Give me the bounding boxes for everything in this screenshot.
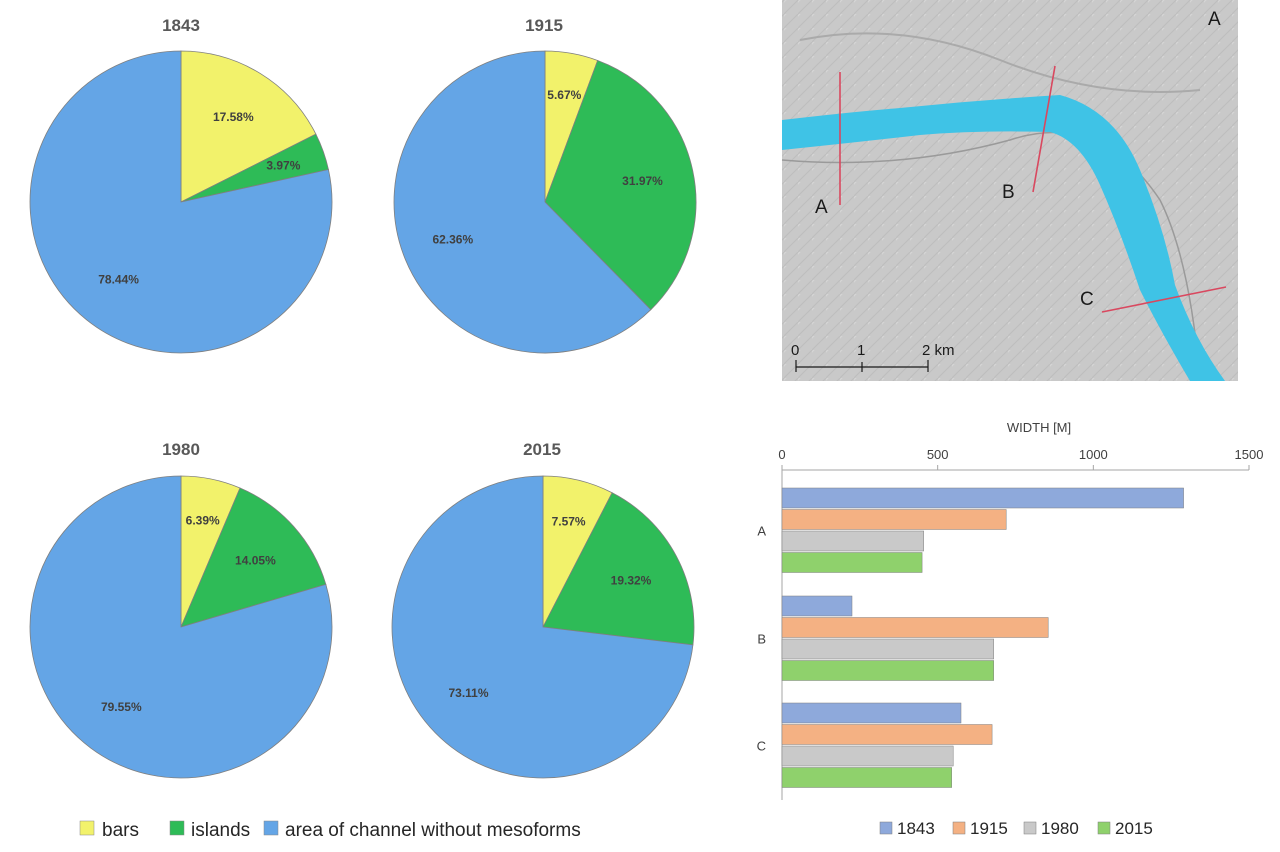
pie-label-1843-channel: 78.44%: [98, 273, 139, 287]
pie-label-1980-bars: 6.39%: [186, 514, 220, 528]
bar-B-1915: [781, 617, 1049, 638]
pie-label-1980-channel: 79.55%: [101, 700, 142, 714]
north-arrow: A: [1208, 9, 1221, 30]
pie-slice-2015-islands: [542, 492, 695, 646]
river-map: A B C A 0 1 2 km: [781, 0, 1238, 382]
bar-C-1980: [781, 745, 954, 767]
section-label-b: B: [1002, 182, 1015, 203]
x-tick-label: 1500: [1235, 447, 1264, 462]
pie-slice-1980-islands: [180, 487, 327, 628]
pie-slice-1915-channel: [393, 50, 652, 354]
legend-label-bars: bars: [102, 820, 139, 841]
bar-legend-label-1843: 1843: [897, 819, 935, 838]
bar-legend-label-2015: 2015: [1115, 819, 1153, 838]
pie-label-2015-bars: 7.57%: [552, 514, 586, 528]
bar-C-2015: [781, 767, 952, 788]
bar-legend-label-1915: 1915: [970, 819, 1008, 838]
bar-A-1915: [781, 509, 1007, 530]
legend-swatch-channel: [263, 820, 279, 836]
legend-swatch-islands: [169, 820, 185, 836]
bar-legend-swatch-1980: [1023, 821, 1037, 835]
bar-legend-swatch-2015: [1097, 821, 1111, 835]
section-line-b: [1032, 65, 1056, 193]
legend-swatch-bars: [79, 820, 95, 836]
x-tick-label: 1000: [1079, 447, 1108, 462]
bar-chart-title: WIDTH [M]: [1007, 420, 1071, 435]
pie-slice-2015-channel: [391, 475, 694, 779]
bar-legend-swatch-1915: [952, 821, 966, 835]
y-category-label: B: [757, 631, 766, 646]
pie-label-1915-islands: 31.97%: [622, 174, 663, 188]
width-bar-chart: WIDTH [M] 0 500 1000 1500 A B C 1843 1915 1980 201…: [757, 420, 1264, 838]
pie-chart-1980: 1980 6.39% 14.05% 79.55%: [29, 440, 333, 779]
pie-chart-1843: 1843 17.58% 3.97% 78.44%: [29, 16, 333, 354]
pie-title-1980: 1980: [162, 440, 200, 459]
map-ridge-line: [799, 32, 1201, 93]
pie-chart-2015: 2015 7.57% 19.32% 73.11%: [391, 440, 695, 779]
pie-label-1843-bars: 17.58%: [213, 110, 254, 124]
legend-label-channel: area of channel without mesoforms: [285, 820, 581, 841]
section-label-a: A: [815, 197, 828, 218]
pie-label-1915-channel: 62.36%: [432, 233, 473, 247]
pie-legend: bars islands area of channel without mes…: [79, 820, 581, 841]
pie-title-1915: 1915: [525, 16, 563, 35]
y-category-label: A: [757, 523, 766, 538]
pie-label-2015-channel: 73.11%: [448, 686, 488, 700]
x-tick-label: 0: [778, 447, 785, 462]
pie-label-1915-bars: 5.67%: [547, 88, 581, 102]
pie-title-1843: 1843: [162, 16, 200, 35]
bar-A-1980: [781, 530, 924, 552]
bar-A-1843: [781, 487, 1184, 509]
pie-label-1843-islands: 3.97%: [266, 159, 300, 173]
scale-label-1: 1: [857, 342, 865, 359]
section-label-c: C: [1080, 289, 1094, 310]
map-river: [782, 95, 1225, 381]
pie-chart-1915: 1915 5.67% 31.97% 62.36%: [393, 16, 697, 354]
pie-slice-1915-islands: [544, 59, 697, 311]
bar-C-1843: [781, 702, 962, 724]
bar-B-2015: [781, 660, 994, 681]
bar-B-1843: [781, 595, 853, 617]
pie-slice-1843-channel: [29, 50, 333, 354]
pie-slice-1980-channel: [29, 475, 333, 779]
bar-legend-label-1980: 1980: [1041, 819, 1079, 838]
pie-slice-1843-bars: [180, 50, 317, 203]
bar-B-1980: [781, 638, 994, 660]
bar-C-1915: [781, 724, 993, 745]
pie-label-2015-islands: 19.32%: [611, 573, 652, 587]
bar-A-2015: [781, 552, 923, 573]
pie-label-1980-islands: 14.05%: [235, 554, 276, 568]
scale-bar: 0 1 2 km: [791, 342, 955, 372]
y-category-label: C: [757, 738, 766, 753]
pie-title-2015: 2015: [523, 440, 561, 459]
x-tick-label: 500: [927, 447, 949, 462]
bar-legend-swatch-1843: [879, 821, 893, 835]
scale-label-2km: 2 km: [922, 342, 955, 359]
section-line-c: [1101, 286, 1227, 313]
legend-label-islands: islands: [191, 820, 250, 841]
scale-label-0: 0: [791, 342, 799, 359]
